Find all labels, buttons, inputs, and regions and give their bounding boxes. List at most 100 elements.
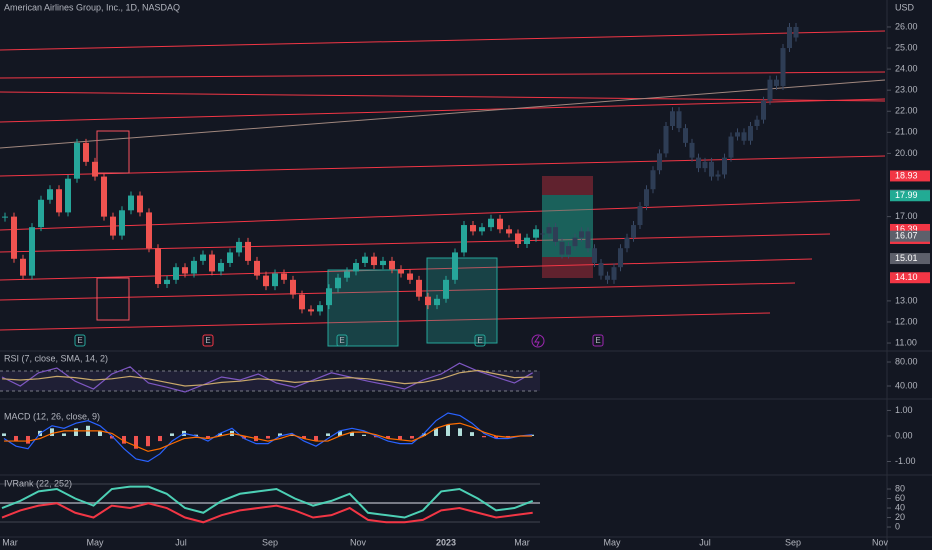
candle bbox=[497, 218, 503, 230]
projection-candle bbox=[566, 246, 571, 255]
projection-candle bbox=[644, 189, 649, 207]
earnings-label: E bbox=[339, 336, 344, 345]
macd-bar bbox=[278, 433, 282, 436]
ivrank-low bbox=[1, 502, 533, 524]
tick-label: 21.00 bbox=[895, 127, 918, 137]
projection-candle bbox=[605, 275, 610, 280]
macd-bar bbox=[218, 433, 222, 436]
projection-candle bbox=[780, 48, 786, 86]
candle bbox=[290, 279, 296, 295]
candle bbox=[155, 248, 161, 285]
projection-candle bbox=[741, 132, 747, 141]
price-badge bbox=[890, 230, 930, 242]
macd-bar bbox=[14, 435, 18, 442]
tick-label: 23.00 bbox=[895, 85, 918, 95]
tick-label: 26.00 bbox=[895, 21, 918, 31]
tick-label: 11.00 bbox=[895, 337, 917, 347]
earnings-marker bbox=[74, 334, 86, 347]
macd-bar bbox=[530, 434, 534, 436]
candle bbox=[281, 273, 287, 280]
candle bbox=[371, 256, 377, 266]
rsi-ma-line bbox=[1, 369, 533, 387]
time-label: May bbox=[86, 537, 104, 547]
macd-bar bbox=[434, 428, 438, 436]
tick-label: 12.00 bbox=[895, 316, 918, 326]
tick-label: 20.00 bbox=[895, 148, 918, 158]
candle bbox=[38, 199, 44, 228]
macd-bar bbox=[134, 435, 138, 449]
earnings-marker bbox=[202, 334, 214, 347]
price-badge-label: 18.93 bbox=[895, 170, 918, 180]
macd-bar bbox=[362, 434, 366, 436]
projection-candle bbox=[754, 119, 760, 127]
time-label: Sep bbox=[785, 537, 801, 547]
projection-candle bbox=[670, 111, 675, 127]
candle bbox=[425, 296, 431, 306]
projection-candle bbox=[624, 237, 630, 249]
candle bbox=[254, 260, 260, 276]
tick-label: 13.00 bbox=[895, 295, 918, 305]
projection-candle bbox=[767, 79, 773, 101]
projection-candle bbox=[689, 142, 695, 158]
candle bbox=[299, 294, 305, 310]
projection-candle bbox=[657, 153, 662, 171]
chart-title: American Airlines Group, Inc., 1D, NASDA… bbox=[4, 2, 180, 12]
tick-label: 20 bbox=[895, 512, 905, 522]
ivrank-title: IVRank (22, 252) bbox=[4, 478, 72, 488]
candle bbox=[83, 142, 89, 162]
tick-label: 0.00 bbox=[895, 430, 913, 440]
macd-bar bbox=[326, 433, 330, 436]
earnings-label: E bbox=[595, 336, 600, 345]
candle bbox=[2, 216, 8, 218]
candle bbox=[362, 256, 368, 263]
projection-candle bbox=[761, 100, 766, 120]
projection-candle bbox=[611, 267, 617, 280]
candle bbox=[227, 252, 233, 263]
time-label: Nov bbox=[350, 537, 367, 547]
projection-candle bbox=[728, 136, 734, 158]
macd-bar bbox=[350, 432, 354, 436]
candle bbox=[317, 305, 323, 312]
projection-candle bbox=[572, 237, 578, 247]
macd-bar bbox=[206, 435, 210, 439]
candle bbox=[515, 233, 521, 245]
tick-label: 40 bbox=[895, 502, 905, 512]
candle bbox=[29, 227, 35, 276]
candle bbox=[65, 178, 71, 213]
candle bbox=[92, 161, 98, 177]
candle bbox=[398, 269, 404, 274]
tick-label: 1.00 bbox=[895, 405, 913, 415]
projection-candle bbox=[722, 157, 727, 175]
tick-label: 80 bbox=[895, 483, 905, 493]
candle bbox=[479, 227, 485, 232]
price-badge-label: 14.10 bbox=[895, 272, 918, 282]
tick-label: -1.00 bbox=[895, 456, 916, 466]
candle bbox=[200, 254, 206, 261]
tick-label: 17.00 bbox=[895, 211, 918, 221]
projection-candle bbox=[715, 174, 721, 177]
macd-bar bbox=[26, 435, 30, 444]
projection-candle bbox=[774, 79, 779, 86]
macd-bar bbox=[122, 435, 126, 444]
candle bbox=[191, 260, 197, 274]
macd-bar bbox=[314, 435, 318, 442]
projection-candle bbox=[553, 227, 558, 242]
candle bbox=[110, 216, 116, 236]
candle bbox=[335, 277, 341, 289]
macd-title: MACD (12, 26, close, 9) bbox=[4, 411, 100, 421]
ivrank-high bbox=[1, 485, 534, 519]
projection-candle bbox=[696, 157, 701, 169]
candle bbox=[173, 267, 179, 280]
candle bbox=[245, 241, 251, 261]
signal-line bbox=[4, 422, 532, 452]
macd-bar bbox=[482, 435, 486, 438]
candle bbox=[209, 254, 215, 272]
macd-bar bbox=[146, 435, 150, 447]
macd-bar bbox=[2, 433, 6, 436]
tick-label: 22.00 bbox=[895, 106, 918, 116]
candle bbox=[326, 288, 332, 306]
candle bbox=[524, 237, 530, 245]
macd-bar bbox=[494, 435, 498, 439]
projection-candle bbox=[683, 128, 688, 143]
projection-candle bbox=[559, 241, 565, 255]
